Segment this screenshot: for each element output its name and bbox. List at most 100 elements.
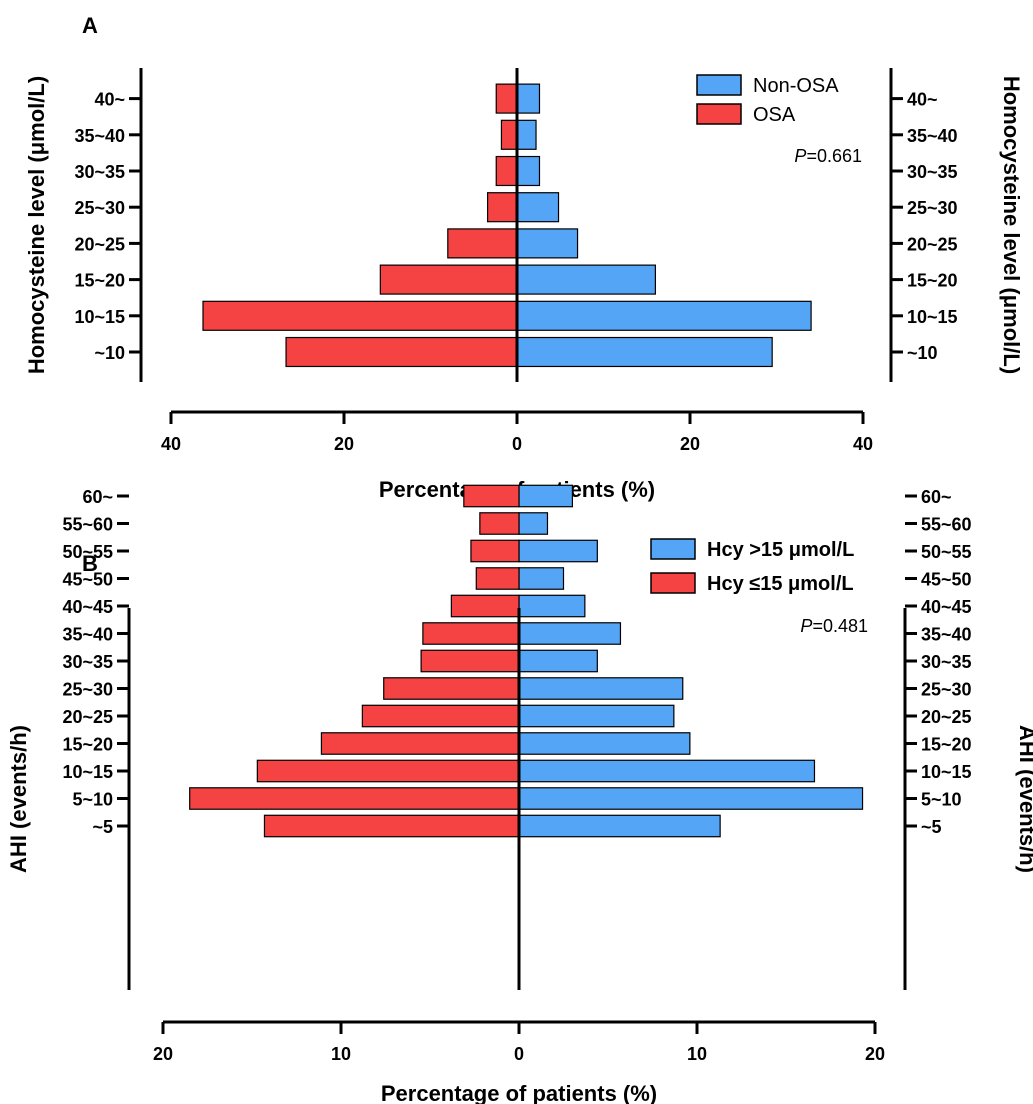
bar-b-right-5 xyxy=(518,677,684,700)
x-tick-label-b-0: 20 xyxy=(153,1044,173,1064)
y-tick-label-right-a-6: 35~40 xyxy=(907,126,958,146)
y-tick-label-right-b-7: 35~40 xyxy=(921,625,972,645)
p-value-symbol-b: P xyxy=(800,616,812,636)
bar-b-left-10 xyxy=(470,539,520,563)
y-tick-label-right-b-4: 20~25 xyxy=(921,707,972,727)
x-tick-label-b-4: 20 xyxy=(865,1044,885,1064)
bar-a-right-5 xyxy=(516,155,541,187)
x-tick-label-a-3: 20 xyxy=(680,434,700,454)
y-tick-label-left-b-2: 10~15 xyxy=(62,762,113,782)
bar-a-left-4 xyxy=(486,192,518,223)
y-tick-label-right-b-0: ~5 xyxy=(921,817,942,837)
bar-b-left-2 xyxy=(256,759,520,783)
y-tick-label-right-b-11: 55~60 xyxy=(921,515,972,535)
x-tick-label-b-1: 10 xyxy=(331,1044,351,1064)
legend-label-a-1: OSA xyxy=(753,104,796,126)
y-tick-label-right-b-1: 5~10 xyxy=(921,790,962,810)
legend-swatch-a-1 xyxy=(696,103,742,125)
legend-label-b-0: Hcy >15 μmol/L xyxy=(707,539,854,561)
bar-b-right-3 xyxy=(518,732,691,755)
y-tick-label-right-a-7: 40~ xyxy=(907,90,938,110)
y-tick-label-left-a-2: 15~20 xyxy=(74,271,125,291)
bar-a-right-6 xyxy=(516,119,537,150)
panel-label-a: A xyxy=(82,13,98,38)
bar-b-right-6 xyxy=(518,649,598,673)
y-axis-title-left-a: Homocysteine level (μmol/L) xyxy=(24,76,49,374)
x-tick-label-b-2: 0 xyxy=(514,1044,524,1064)
bar-b-left-6 xyxy=(420,649,520,673)
y-tick-label-right-b-10: 50~55 xyxy=(921,542,972,562)
y-tick-label-left-b-10: 50~55 xyxy=(62,542,113,562)
y-tick-label-left-a-6: 35~40 xyxy=(74,126,125,146)
y-tick-label-right-a-5: 30~35 xyxy=(907,162,958,182)
y-tick-label-right-a-1: 10~15 xyxy=(907,307,958,327)
bar-b-left-7 xyxy=(422,622,520,645)
bar-b-left-3 xyxy=(320,732,520,755)
bar-a-left-5 xyxy=(495,155,518,187)
bar-b-right-8 xyxy=(518,594,586,618)
y-tick-label-left-b-5: 25~30 xyxy=(62,680,113,700)
bar-b-left-4 xyxy=(361,704,520,728)
bar-b-left-5 xyxy=(383,677,520,700)
y-tick-label-left-a-7: 40~ xyxy=(94,90,125,110)
x-tick-label-a-1: 20 xyxy=(334,434,354,454)
y-tick-label-right-b-2: 10~15 xyxy=(921,762,972,782)
panel-label-b: B xyxy=(82,551,98,576)
y-tick-label-left-b-9: 45~50 xyxy=(62,570,113,590)
p-value-a: P=0.661 xyxy=(794,146,862,166)
chart-panel-b: ~5 5~10 10~15 15~20 20~25 25~30 30~35 35~40 40~4… xyxy=(6,484,1033,1104)
bar-b-right-4 xyxy=(518,704,675,728)
bar-b-right-12 xyxy=(518,484,574,508)
bar-a-left-6 xyxy=(500,119,518,150)
y-tick-label-right-b-3: 15~20 xyxy=(921,735,972,755)
bar-a-left-1 xyxy=(202,300,518,331)
y-tick-label-left-a-1: 10~15 xyxy=(74,307,125,327)
y-tick-label-left-a-3: 20~25 xyxy=(74,234,125,254)
x-tick-label-a-0: 40 xyxy=(161,434,181,454)
x-axis-title-b: Percentage of patients (%) xyxy=(381,1081,657,1104)
y-tick-label-right-a-3: 20~25 xyxy=(907,234,958,254)
x-tick-label-b-3: 10 xyxy=(687,1044,707,1064)
y-tick-label-right-b-8: 40~45 xyxy=(921,597,972,617)
legend-label-b-1: Hcy ≤15 μmol/L xyxy=(707,573,854,595)
p-value-b: P=0.481 xyxy=(800,616,868,636)
bar-a-left-7 xyxy=(495,83,518,114)
p-value-number-a: =0.661 xyxy=(806,146,862,166)
y-tick-label-left-b-6: 30~35 xyxy=(62,652,113,672)
bar-b-right-0 xyxy=(518,814,721,838)
chart-panel-a: ~10 10~15 15~20 20~25 25~30 30~35 35~40 40~ ~10 1… xyxy=(24,68,1024,502)
y-tick-label-right-a-0: ~10 xyxy=(907,343,938,363)
bar-a-left-2 xyxy=(379,264,518,295)
y-axis-title-left-b: AHI (events/h) xyxy=(6,725,31,873)
bar-b-left-8 xyxy=(450,594,520,618)
legend-swatch-b-0 xyxy=(650,538,696,560)
y-tick-label-right-b-9: 45~50 xyxy=(921,570,972,590)
bar-a-right-3 xyxy=(516,228,579,259)
y-tick-label-right-a-2: 15~20 xyxy=(907,271,958,291)
y-axis-title-right-a: Homocysteine level (μmol/L) xyxy=(999,76,1024,374)
y-tick-label-left-b-7: 35~40 xyxy=(62,625,113,645)
y-axis-title-right-b: AHI (events/h) xyxy=(1015,725,1033,873)
bar-b-right-11 xyxy=(518,512,549,535)
y-tick-label-right-b-12: 60~ xyxy=(921,487,952,507)
p-value-symbol-a: P xyxy=(794,146,806,166)
bar-a-left-0 xyxy=(285,336,518,368)
bar-a-left-3 xyxy=(447,228,518,259)
legend-swatch-a-0 xyxy=(696,74,742,96)
bar-a-right-2 xyxy=(516,264,656,295)
y-tick-label-left-b-1: 5~10 xyxy=(72,790,113,810)
bar-b-left-12 xyxy=(463,484,520,508)
p-value-number-b: =0.481 xyxy=(812,616,868,636)
legend-swatch-b-1 xyxy=(650,572,696,594)
x-tick-label-a-4: 40 xyxy=(853,434,873,454)
y-tick-label-left-a-4: 25~30 xyxy=(74,198,125,218)
legend-label-a-0: Non-OSA xyxy=(753,75,839,97)
bar-a-right-4 xyxy=(516,192,560,223)
bar-b-right-2 xyxy=(518,759,816,783)
bar-a-right-7 xyxy=(516,83,541,114)
y-tick-label-left-b-11: 55~60 xyxy=(62,515,113,535)
y-tick-label-left-b-3: 15~20 xyxy=(62,735,113,755)
y-tick-label-right-b-5: 25~30 xyxy=(921,680,972,700)
bar-a-right-1 xyxy=(516,300,812,331)
